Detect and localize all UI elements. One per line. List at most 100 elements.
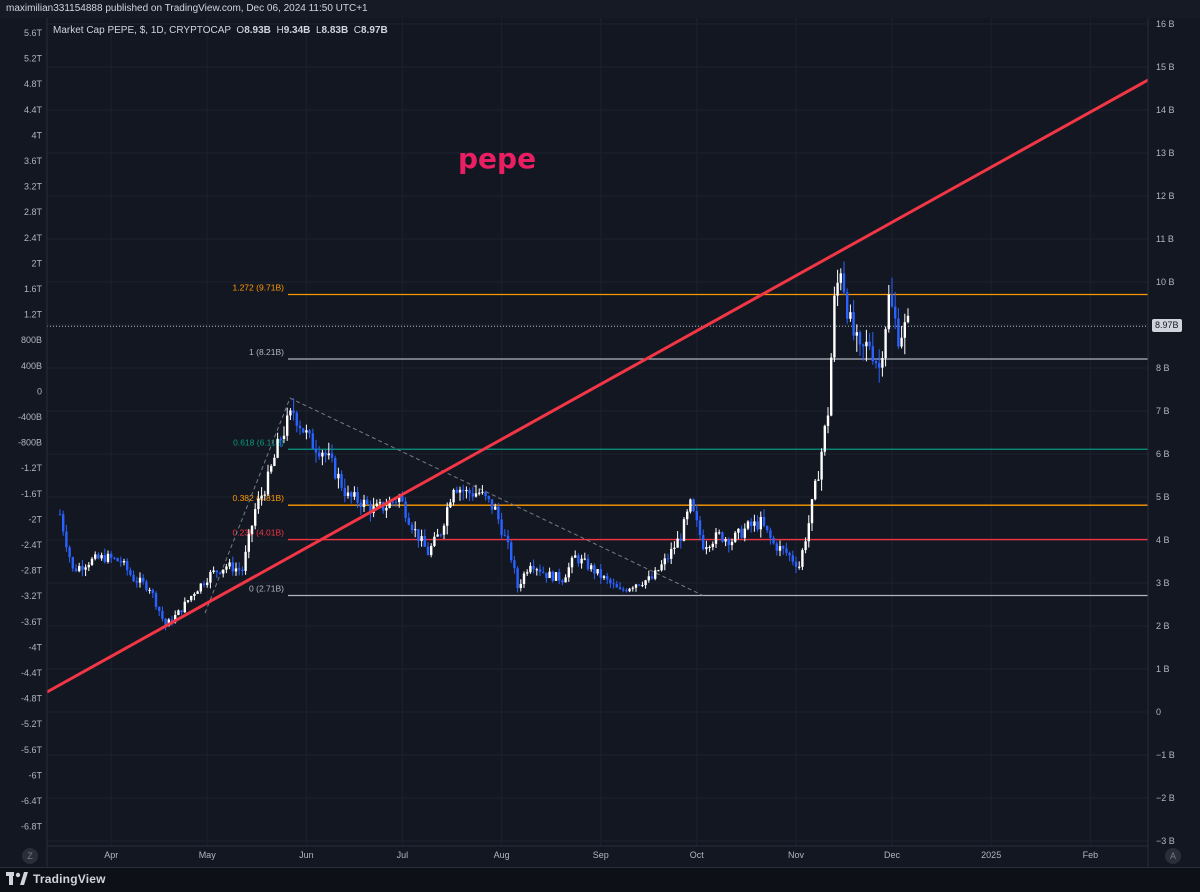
candle-body (724, 539, 727, 542)
candle-body (647, 576, 650, 581)
right-price-axis[interactable]: 16 B15 B14 B13 B12 B11 B10 B9 B8 B7 B6 B… (1156, 19, 1175, 846)
candle-body (807, 523, 810, 542)
candle-body (218, 572, 222, 574)
candle-body (292, 410, 295, 413)
candle-body (298, 425, 302, 429)
candle-body (833, 295, 836, 358)
auto-scale-button[interactable]: A (1165, 848, 1181, 864)
candle-body (535, 569, 538, 571)
candle-body (753, 521, 756, 526)
candle-body (474, 493, 478, 497)
candle-body (442, 525, 446, 535)
candle-body (426, 546, 430, 556)
candle-body (839, 273, 842, 283)
candle-body (903, 322, 906, 338)
left-price-axis[interactable]: 5.6T 5.2T 4.8T 4.4T 4T 3.6T 3.2T 2.8T 2.4T 2T 1.6T… (18, 28, 43, 832)
candle-body (180, 610, 183, 613)
close-value: 8.97B (360, 25, 388, 36)
candle-body (830, 357, 833, 416)
candle-body (196, 591, 199, 594)
candle-body (462, 489, 465, 492)
x-axis-tick-label: Feb (1083, 850, 1099, 860)
left-axis-tick-label: -6.4T (21, 796, 43, 806)
candle-body (353, 492, 356, 497)
time-axis[interactable]: Apr May Jun Jul Aug Sep Oct Nov Dec 2025 Feb (104, 850, 1098, 860)
candle-body (762, 516, 766, 526)
left-axis-tick-label: -4T (29, 642, 43, 652)
candle-body (388, 501, 391, 508)
candle-body (503, 535, 506, 537)
right-axis-tick-label: 4 B (1156, 535, 1170, 545)
candle-body (308, 430, 311, 434)
candle-body (689, 499, 692, 512)
candle-body (433, 536, 436, 546)
low-label: L (315, 25, 322, 36)
candle-body (823, 425, 826, 452)
candle-body (634, 584, 638, 588)
x-axis-tick-label: Dec (884, 850, 901, 860)
candle-body (116, 558, 119, 562)
candle-body (513, 560, 516, 569)
x-axis-tick-label: Jun (299, 850, 314, 860)
right-axis-tick-label: 14 B (1156, 105, 1175, 115)
candle-body (209, 572, 212, 583)
candle-body (356, 492, 359, 503)
fibonacci-retracement[interactable]: 1.272 (9.71B)1 (8.21B)0.618 (6.11B)0.382… (232, 282, 1148, 597)
candle-body (794, 561, 798, 567)
candle-body (574, 555, 577, 558)
trendline[interactable] (46, 78, 1149, 694)
pepe-annotation[interactable]: pepe (458, 142, 537, 175)
candle-body (522, 573, 526, 584)
right-axis-tick-label: 0 (1156, 707, 1161, 717)
left-axis-tick-label: 800B (21, 335, 42, 345)
candle-body (257, 498, 260, 510)
candle-body (202, 583, 206, 585)
candle-body (698, 520, 702, 535)
candle-body (94, 554, 97, 559)
rising-trendline (46, 78, 1149, 694)
right-axis-tick-label: 11 B (1156, 234, 1174, 244)
candle-body (468, 489, 471, 494)
candle-body (414, 529, 417, 531)
candle-body (548, 571, 551, 579)
candle-body (865, 341, 868, 347)
candle-body (852, 312, 855, 336)
candle-body (324, 452, 327, 456)
candle-body (577, 555, 580, 564)
left-axis-scale-button[interactable]: Z (22, 848, 38, 864)
candle-body (583, 558, 586, 560)
candle-body (254, 509, 257, 526)
right-axis-tick-label: −2 B (1156, 793, 1175, 803)
candle-body (868, 341, 871, 347)
candle-body (628, 588, 631, 592)
candle-body (346, 492, 350, 496)
candle-body (439, 534, 442, 536)
candle-body (359, 502, 362, 508)
tradingview-logo[interactable]: TradingView (6, 872, 106, 886)
symbol-legend: Market Cap PEPE, $, 1D, CRYPTOCAP O8.93B… (53, 25, 388, 36)
candle-body (190, 595, 193, 601)
fib-level-label: 0 (2.71B) (249, 583, 284, 593)
candle-body (279, 438, 282, 440)
candle-body (410, 524, 414, 531)
left-axis-tick-label: -1.2T (21, 463, 43, 473)
candle-body (782, 546, 785, 549)
left-axis-tick-label: -400B (18, 412, 42, 422)
candle-body (142, 577, 145, 582)
candle-body (798, 566, 801, 568)
candle-body (542, 571, 545, 573)
candle-body (282, 435, 286, 439)
candle-body (238, 568, 241, 570)
left-axis-tick-label: 4.4T (24, 105, 43, 115)
left-axis-tick-label: 3.6T (24, 156, 43, 166)
candle-body (174, 615, 177, 623)
candle-body (126, 561, 129, 571)
left-axis-tick-label: -4.4T (21, 668, 43, 678)
candle-body (836, 282, 839, 296)
candle-body (750, 521, 753, 526)
candle-body (103, 555, 106, 562)
left-axis-tick-label: -3.2T (21, 591, 43, 601)
candle-body (183, 601, 186, 613)
candle-body (215, 570, 218, 573)
